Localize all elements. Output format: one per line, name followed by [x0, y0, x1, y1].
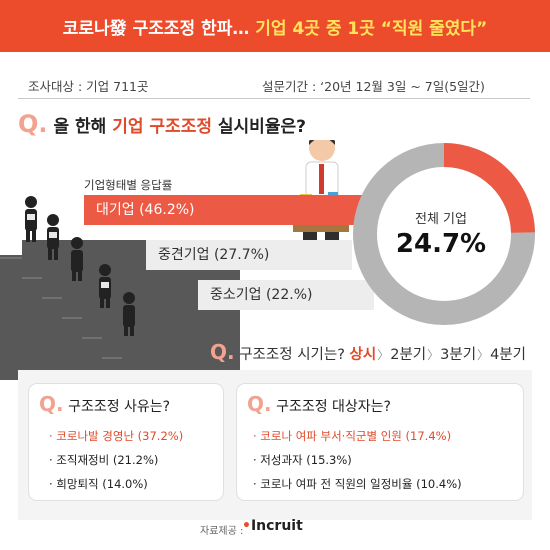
targets-card: Q. 구조조정 대상자는? · 코로나 여파 부서·직군별 인원 (17.4%)…: [236, 383, 524, 501]
bar-large-company: 대기업 (46.2%): [84, 195, 374, 225]
targets-title: Q. 구조조정 대상자는?: [247, 392, 391, 416]
survey-period: 설문기간 : ‘20년 12월 3일 ~ 7일(5일간): [262, 79, 485, 94]
survey-target: 조사대상 : 기업 711곳: [28, 79, 149, 94]
timing-q2: 2분기: [390, 347, 427, 363]
arrow-icon: 〉: [477, 348, 490, 362]
target-item: · 코로나 여파 부서·직군별 인원 (17.4%): [253, 429, 452, 443]
logo-text: Incruit: [250, 518, 303, 534]
q-icon: Q.: [39, 392, 64, 416]
incruit-logo: •Incruit: [242, 518, 303, 534]
reason-item: · 희망퇴직 (14.0%): [49, 477, 148, 491]
target-item: · 코로나 여파 전 직원의 일정비율 (10.4%): [253, 477, 462, 491]
divider: [18, 98, 530, 99]
source-label: 자료제공 :: [200, 526, 244, 537]
timing-q4: 4분기: [490, 347, 526, 363]
main-question-highlight: 기업 구조조정: [112, 117, 212, 137]
timing-question: Q. 구조조정 시기는? 상시〉2분기〉3분기〉4분기: [210, 340, 526, 364]
reasons-title: Q. 구조조정 사유는?: [39, 392, 170, 416]
reason-item: · 조직재정비 (21.2%): [49, 453, 159, 467]
q-icon: Q.: [18, 110, 48, 138]
staircase-icon: [0, 240, 240, 380]
timing-q3: 3분기: [440, 347, 477, 363]
bar-midsize-company: 중견기업 (27.7%): [146, 240, 352, 270]
main-question: Q. 올 한해 기업 구조조정 실시비율은?: [18, 110, 306, 138]
main-question-text2: 실시비율은?: [211, 117, 306, 137]
main-question-text1: 올 한해: [53, 117, 113, 137]
q-icon: Q.: [247, 392, 272, 416]
page-title: 코로나發 구조조정 한파… 기업 4곳 중 1곳 “직원 줄였다”: [0, 14, 550, 39]
reason-item: · 코로나발 경영난 (37.2%): [49, 429, 184, 443]
title-highlight: 기업 4곳 중 1곳 “직원 줄였다”: [255, 19, 488, 39]
bar-chart-subtitle: 기업형태별 응답률: [84, 178, 173, 192]
donut-slice-restructured: [443, 143, 535, 234]
timing-question-text: 구조조정 시기는?: [239, 347, 350, 363]
q-icon: Q.: [210, 340, 235, 364]
bar-small-company: 중소기업 (22.%): [198, 280, 374, 310]
reasons-title-text: 구조조정 사유는?: [68, 399, 171, 415]
donut-chart: [353, 143, 535, 325]
title-bar: [0, 0, 550, 52]
logo-mark-icon: •: [242, 518, 251, 534]
arrow-icon: 〉: [427, 348, 440, 362]
title-part1: 코로나發 구조조정 한파…: [62, 19, 256, 39]
donut-label: 전체 기업: [415, 212, 467, 227]
reasons-card: Q. 구조조정 사유는? · 코로나발 경영난 (37.2%) · 조직재정비 …: [28, 383, 224, 501]
targets-title-text: 구조조정 대상자는?: [276, 399, 391, 415]
donut-value: 24.7%: [395, 229, 487, 259]
target-item: · 저성과자 (15.3%): [253, 453, 352, 467]
staircase-illustration: [0, 140, 349, 380]
timing-first: 상시: [349, 347, 377, 363]
arrow-icon: 〉: [377, 348, 390, 362]
